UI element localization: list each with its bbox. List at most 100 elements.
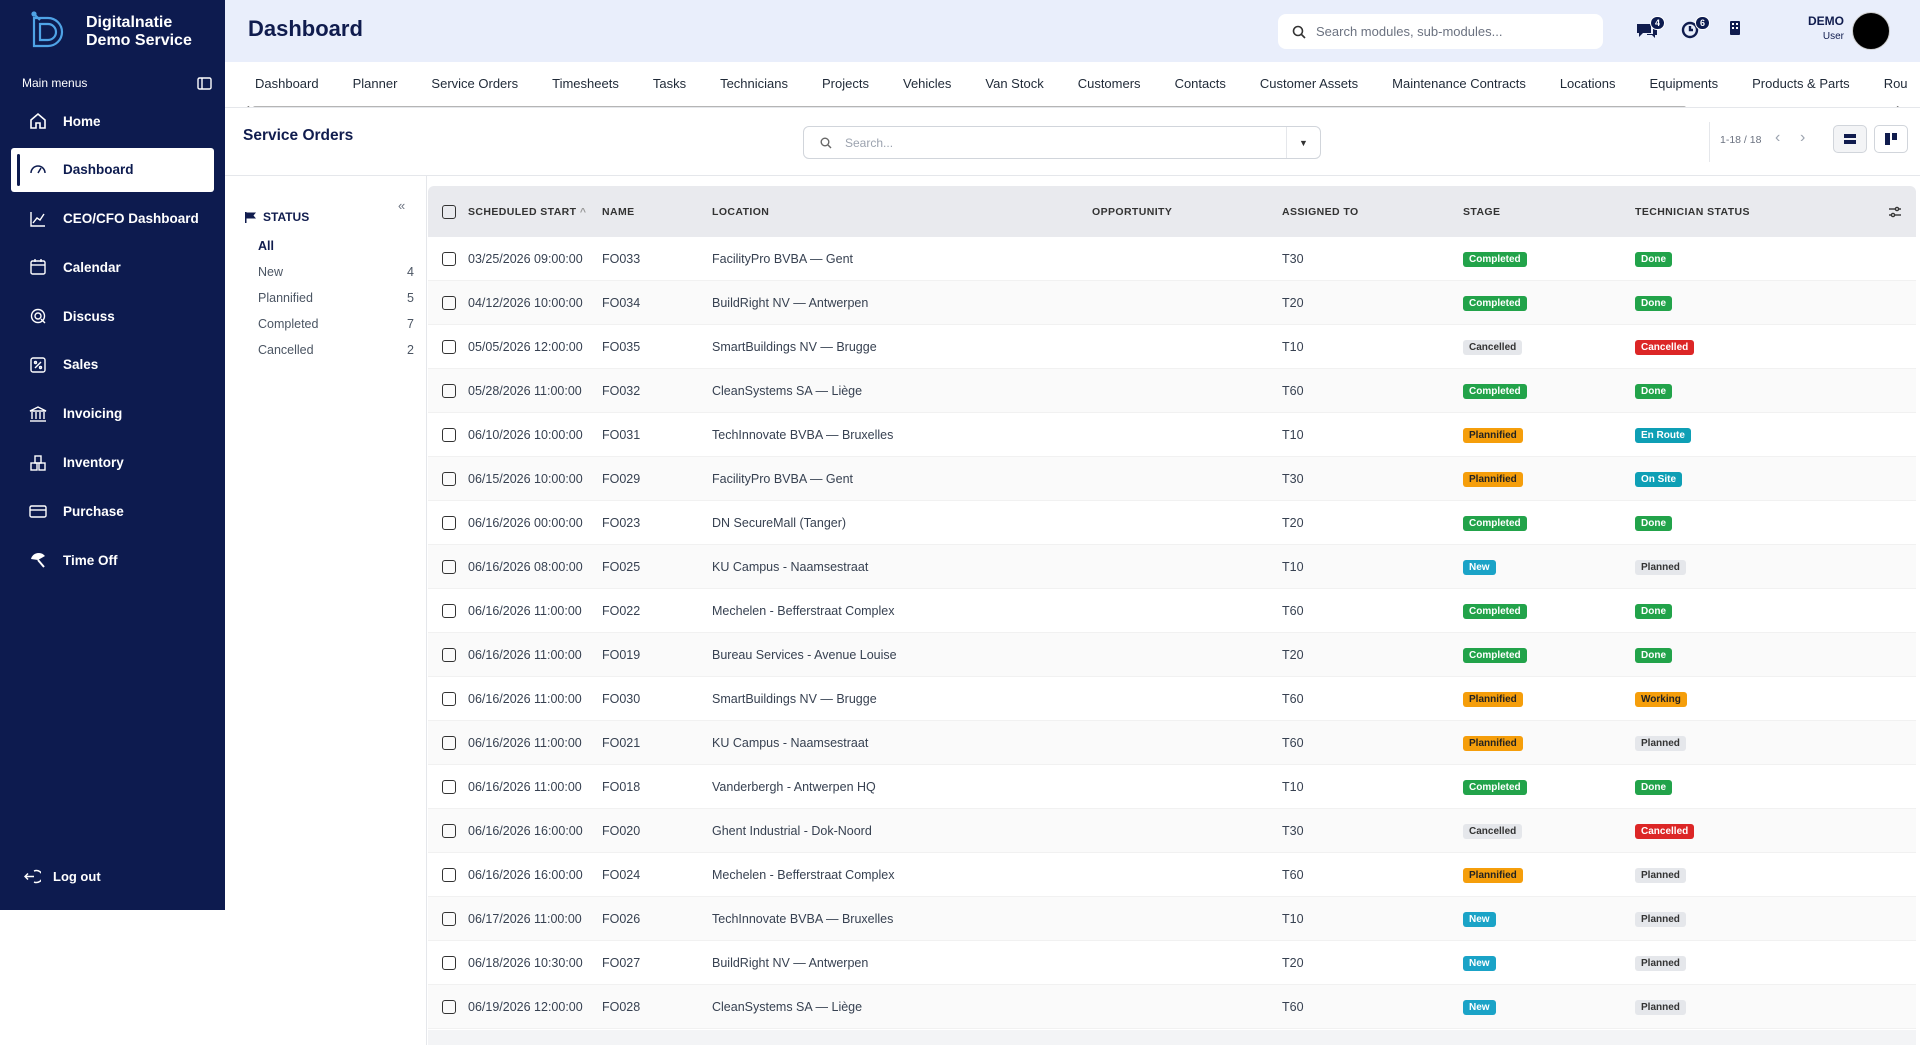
table-row[interactable]: 05/05/2026 12:00:00 FO035 SmartBuildings N… (428, 325, 1916, 369)
list-view-button[interactable] (1833, 125, 1867, 153)
scroll-right-icon[interactable]: ▶ (1897, 104, 1903, 107)
sidebar-item-home[interactable]: Home (11, 99, 214, 143)
tabs-scrollbar[interactable]: ◀ ▶ (243, 104, 1903, 107)
table-row[interactable]: 05/28/2026 11:00:00 FO032 CleanSystems SA … (428, 369, 1916, 413)
activities-button[interactable]: 6 (1680, 16, 1710, 44)
filter-item-cancelled[interactable]: Cancelled 2 (258, 337, 414, 363)
table-row[interactable]: 03/25/2026 09:00:00 FO033 FacilityPro BVBA… (428, 237, 1916, 281)
tab-service-orders[interactable]: Service Orders (431, 76, 519, 91)
scroll-left-icon[interactable]: ◀ (243, 104, 249, 107)
kanban-view-button[interactable] (1874, 125, 1908, 153)
sidebar-item-dashboard[interactable]: Dashboard (11, 147, 214, 192)
messages-button[interactable]: 4 (1635, 16, 1665, 44)
select-all-checkbox[interactable] (442, 204, 456, 219)
pager-value[interactable]: 1-18 / 18 (1720, 134, 1762, 146)
table-horizontal-scrollbar[interactable] (428, 1030, 1916, 1045)
apps-button[interactable] (1728, 18, 1756, 44)
tab-projects[interactable]: Projects (822, 76, 869, 91)
table-row[interactable]: 04/12/2026 10:00:00 FO034 BuildRight NV — … (428, 281, 1916, 325)
table-row[interactable]: 06/15/2026 10:00:00 FO029 FacilityPro BVBA… (428, 457, 1916, 501)
sidebar-toggle-icon[interactable] (197, 76, 212, 90)
tabs-scroll-thumb[interactable] (253, 106, 1686, 107)
sidebar-item-sales[interactable]: Sales (11, 343, 214, 387)
col-assigned-to[interactable]: ASSIGNED TO (1282, 205, 1359, 218)
sidebar-item-ceo-cfo-dashboard[interactable]: CEO/CFO Dashboard (11, 197, 214, 241)
tab-maintenance-contracts[interactable]: Maintenance Contracts (1392, 76, 1526, 91)
row-checkbox[interactable] (442, 427, 456, 442)
table-row[interactable]: 06/16/2026 00:00:00 FO023 DN SecureMall (T… (428, 501, 1916, 545)
sidebar-item-calendar[interactable]: Calendar (11, 245, 214, 289)
filter-item-new[interactable]: New 4 (258, 259, 414, 285)
row-checkbox[interactable] (442, 691, 456, 706)
row-checkbox[interactable] (442, 471, 456, 486)
logout-button[interactable]: Log out (24, 868, 101, 885)
search-options-dropdown[interactable]: ▼ (1286, 127, 1320, 158)
row-checkbox[interactable] (442, 339, 456, 354)
row-checkbox[interactable] (442, 251, 456, 266)
filter-item-completed[interactable]: Completed 7 (258, 311, 414, 337)
tab-rou[interactable]: Rou (1883, 76, 1908, 91)
col-location[interactable]: LOCATION (712, 205, 770, 218)
tab-equipments[interactable]: Equipments (1649, 76, 1719, 91)
tab-planner[interactable]: Planner (352, 76, 398, 91)
table-row[interactable]: 06/16/2026 11:00:00 FO022 Mechelen - Beffe… (428, 589, 1916, 633)
row-checkbox[interactable] (442, 999, 456, 1014)
row-checkbox[interactable] (442, 735, 456, 750)
col-scheduled-start[interactable]: SCHEDULED START ^ (468, 205, 587, 218)
row-checkbox[interactable] (442, 647, 456, 662)
global-search-input[interactable]: Search modules, sub-modules... (1278, 14, 1603, 49)
list-search-input[interactable]: Search... ▼ (803, 126, 1321, 159)
collapse-panel-icon[interactable]: « (398, 198, 406, 213)
sidebar-item-invoicing[interactable]: Invoicing (11, 392, 214, 436)
table-row[interactable]: 06/16/2026 08:00:00 FO025 KU Campus - Naam… (428, 545, 1916, 589)
tab-contacts[interactable]: Contacts (1174, 76, 1226, 91)
sidebar-item-time-off[interactable]: Time Off (11, 538, 214, 582)
filter-item-all[interactable]: All (258, 233, 414, 259)
col-name[interactable]: NAME (602, 205, 635, 218)
user-info[interactable]: DEMO User (1808, 14, 1844, 42)
tab-tasks[interactable]: Tasks (652, 76, 687, 91)
filter-item-plannified[interactable]: Plannified 5 (258, 285, 414, 311)
row-checkbox[interactable] (442, 823, 456, 838)
col-stage[interactable]: STAGE (1463, 205, 1501, 218)
prev-page-icon[interactable]: ‹ (1775, 129, 1781, 146)
col-technician-status[interactable]: TECHNICIAN STATUS (1635, 205, 1750, 218)
table-row[interactable]: 06/16/2026 11:00:00 FO019 Bureau Services … (428, 633, 1916, 677)
tab-customer-assets[interactable]: Customer Assets (1259, 76, 1359, 91)
row-checkbox[interactable] (442, 295, 456, 310)
tab-technicians[interactable]: Technicians (720, 76, 789, 91)
sidebar-item-discuss[interactable]: Discuss (11, 294, 214, 338)
tab-vehicles[interactable]: Vehicles (902, 76, 952, 91)
column-settings-icon[interactable] (1888, 205, 1902, 219)
avatar[interactable] (1852, 12, 1890, 50)
row-checkbox[interactable] (442, 779, 456, 794)
table-row[interactable]: 06/16/2026 11:00:00 FO018 Vanderbergh - An… (428, 765, 1916, 809)
table-row[interactable]: 06/10/2026 10:00:00 FO031 TechInnovate BVB… (428, 413, 1916, 457)
row-checkbox[interactable] (442, 867, 456, 882)
row-checkbox[interactable] (442, 515, 456, 530)
table-row[interactable]: 06/16/2026 11:00:00 FO030 SmartBuildings N… (428, 677, 1916, 721)
row-checkbox[interactable] (442, 383, 456, 398)
col-opportunity[interactable]: OPPORTUNITY (1092, 205, 1173, 218)
row-checkbox[interactable] (442, 603, 456, 618)
next-page-icon[interactable]: › (1800, 129, 1806, 146)
tab-products-parts[interactable]: Products & Parts (1752, 76, 1850, 91)
row-checkbox[interactable] (442, 911, 456, 926)
tab-customers[interactable]: Customers (1077, 76, 1141, 91)
table-row[interactable]: 06/16/2026 16:00:00 FO020 Ghent Industrial… (428, 809, 1916, 853)
table-row[interactable]: 06/16/2026 11:00:00 FO021 KU Campus - Naam… (428, 721, 1916, 765)
tab-timesheets[interactable]: Timesheets (552, 76, 619, 91)
sidebar-item-purchase[interactable]: Purchase (11, 489, 214, 533)
row-checkbox[interactable] (442, 559, 456, 574)
table-row[interactable]: 06/19/2026 12:00:00 FO028 CleanSystems SA … (428, 985, 1916, 1029)
tab-dashboard[interactable]: Dashboard (255, 76, 319, 91)
tab-locations[interactable]: Locations (1559, 76, 1616, 91)
row-checkbox[interactable] (442, 955, 456, 970)
brand[interactable]: Digitalnatie Demo Service (28, 10, 192, 54)
tab-van-stock[interactable]: Van Stock (985, 76, 1044, 91)
table-row[interactable]: 06/16/2026 16:00:00 FO024 Mechelen - Beffe… (428, 853, 1916, 897)
table-row[interactable]: 06/17/2026 11:00:00 FO026 TechInnovate BVB… (428, 897, 1916, 941)
sidebar-item-inventory[interactable]: Inventory (11, 441, 214, 485)
table-row[interactable]: 06/18/2026 10:30:00 FO027 BuildRight NV — … (428, 941, 1916, 985)
